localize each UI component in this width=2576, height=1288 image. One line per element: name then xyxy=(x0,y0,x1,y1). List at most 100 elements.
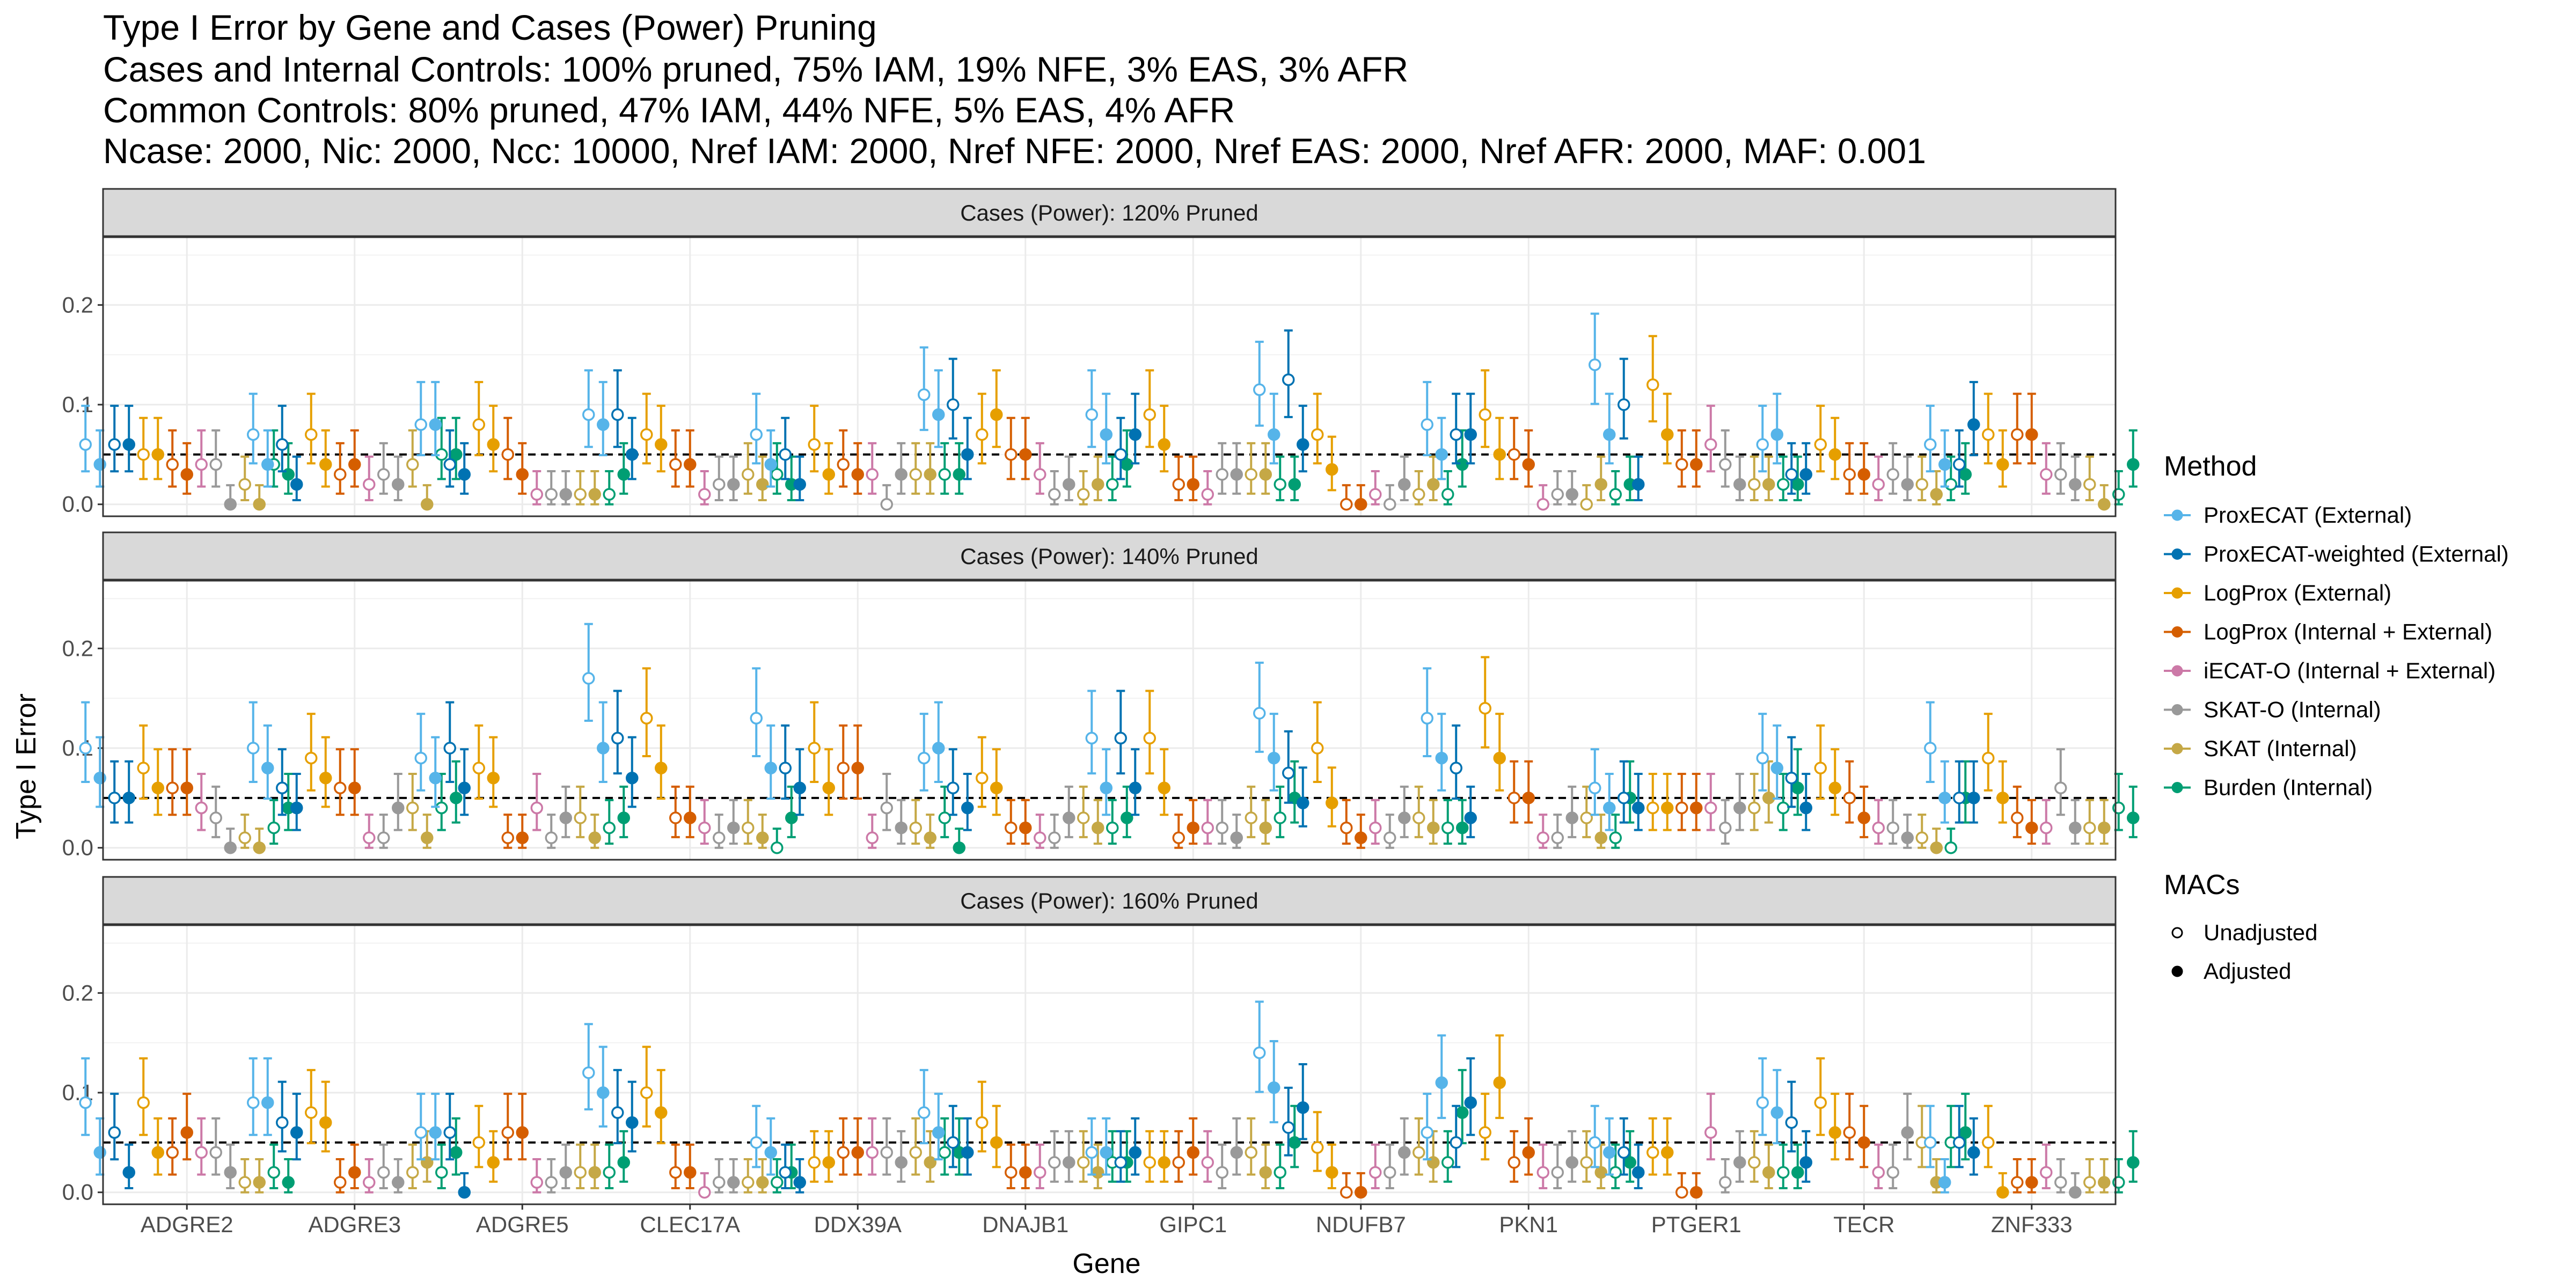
data-point xyxy=(1594,478,1607,491)
data-point xyxy=(1762,478,1775,491)
data-point xyxy=(1493,1076,1506,1089)
data-point xyxy=(1216,468,1228,481)
data-point xyxy=(2025,428,2038,441)
data-point xyxy=(764,458,777,471)
data-point xyxy=(764,1146,777,1159)
data-point xyxy=(334,468,347,481)
data-point xyxy=(1791,1166,1804,1179)
data-point xyxy=(1857,811,1870,824)
data-point xyxy=(1355,831,1367,844)
data-point xyxy=(151,1146,164,1159)
legend-method-key-dot xyxy=(2171,704,2183,715)
data-point xyxy=(1201,1156,1214,1169)
panel-border xyxy=(102,580,2117,861)
data-point xyxy=(1646,1146,1659,1159)
data-point xyxy=(597,418,610,431)
x-tick-label: NDUFB7 xyxy=(1316,1212,1406,1237)
data-point xyxy=(1719,1176,1732,1189)
data-point xyxy=(1522,458,1535,471)
data-point xyxy=(866,1146,879,1159)
data-point xyxy=(1828,781,1841,795)
legend-method-label: LogProx (External) xyxy=(2204,580,2391,605)
data-point xyxy=(1158,438,1170,451)
legend-method-entry: ProxECAT-weighted (External) xyxy=(2164,541,2509,567)
gene-group xyxy=(247,1057,463,1194)
data-point xyxy=(684,811,697,824)
data-point xyxy=(785,811,798,824)
facet-panels: Cases (Power): 120% Pruned0.00.10.2Cases… xyxy=(62,188,2140,1237)
gene-group xyxy=(79,405,295,511)
data-point xyxy=(1311,742,1324,755)
data-point xyxy=(1230,831,1243,844)
data-point xyxy=(472,418,485,431)
data-point xyxy=(932,408,945,421)
data-point xyxy=(779,1166,792,1179)
data-point xyxy=(2069,1185,2082,1199)
data-point xyxy=(808,742,821,755)
facet-strip-label: Cases (Power): 140% Pruned xyxy=(960,544,1258,569)
data-point xyxy=(545,831,558,844)
data-point xyxy=(1675,801,1688,815)
y-tick-label: 0.1 xyxy=(62,392,93,417)
legend-method-entry: SKAT (Internal) xyxy=(2164,736,2357,761)
data-point xyxy=(1733,801,1746,815)
data-point xyxy=(1245,468,1257,481)
data-point xyxy=(918,1106,931,1119)
gene-group xyxy=(1085,369,1301,506)
data-point xyxy=(1077,488,1090,501)
data-point xyxy=(1121,458,1133,471)
data-point xyxy=(1814,438,1827,451)
data-point xyxy=(793,1176,806,1189)
facet-panel: Cases (Power): 160% Pruned0.00.10.2ADGRE… xyxy=(62,876,2140,1237)
data-point xyxy=(559,811,572,824)
data-point xyxy=(1690,458,1703,471)
x-tick-label: ADGRE2 xyxy=(141,1212,233,1237)
data-point xyxy=(1791,478,1804,491)
data-point xyxy=(851,468,864,481)
data-point xyxy=(487,438,500,451)
data-point xyxy=(1646,378,1659,391)
data-point xyxy=(1297,438,1309,451)
data-point xyxy=(1172,831,1185,844)
data-point xyxy=(1589,781,1601,795)
data-point xyxy=(2069,478,2082,491)
data-point xyxy=(588,1166,601,1179)
data-point xyxy=(1456,821,1469,835)
data-point xyxy=(1158,781,1170,795)
data-point xyxy=(137,1096,150,1109)
data-point xyxy=(2011,428,2024,441)
data-point xyxy=(1245,1146,1257,1159)
x-tick-label: GIPC1 xyxy=(1159,1212,1227,1237)
data-point xyxy=(976,771,989,785)
data-point xyxy=(348,1166,361,1179)
data-point xyxy=(1967,1146,1980,1159)
data-point xyxy=(166,781,179,795)
legend-method-entries: ProxECAT (External) ProxECAT-weighted (Ex… xyxy=(2164,502,2509,800)
data-point xyxy=(880,801,893,815)
data-point xyxy=(1814,1096,1827,1109)
data-point xyxy=(1901,478,1914,491)
legend-method-label: Burden (Internal) xyxy=(2204,775,2373,800)
data-point xyxy=(1872,478,1885,491)
gene-group xyxy=(1421,1034,1636,1189)
data-point xyxy=(1609,831,1622,844)
data-point xyxy=(209,458,222,471)
data-point xyxy=(392,478,405,491)
data-point xyxy=(559,488,572,501)
data-point xyxy=(1930,488,1943,501)
y-tick-label: 0.0 xyxy=(62,1180,93,1205)
data-point xyxy=(1274,1166,1286,1179)
data-point xyxy=(961,1146,974,1159)
data-point xyxy=(1565,811,1578,824)
data-point xyxy=(1799,1156,1812,1169)
data-point xyxy=(1915,478,1928,491)
chart-title: Type I Error by Gene and Cases (Power) P… xyxy=(103,8,877,47)
data-point xyxy=(1187,1146,1199,1159)
data-point xyxy=(1828,448,1841,461)
y-tick-label: 0.2 xyxy=(62,980,93,1005)
legend-method-label: SKAT-O (Internal) xyxy=(2204,697,2381,722)
data-point xyxy=(1092,478,1104,491)
data-point xyxy=(1450,428,1462,441)
data-point xyxy=(1427,478,1440,491)
data-point xyxy=(1996,792,2009,804)
